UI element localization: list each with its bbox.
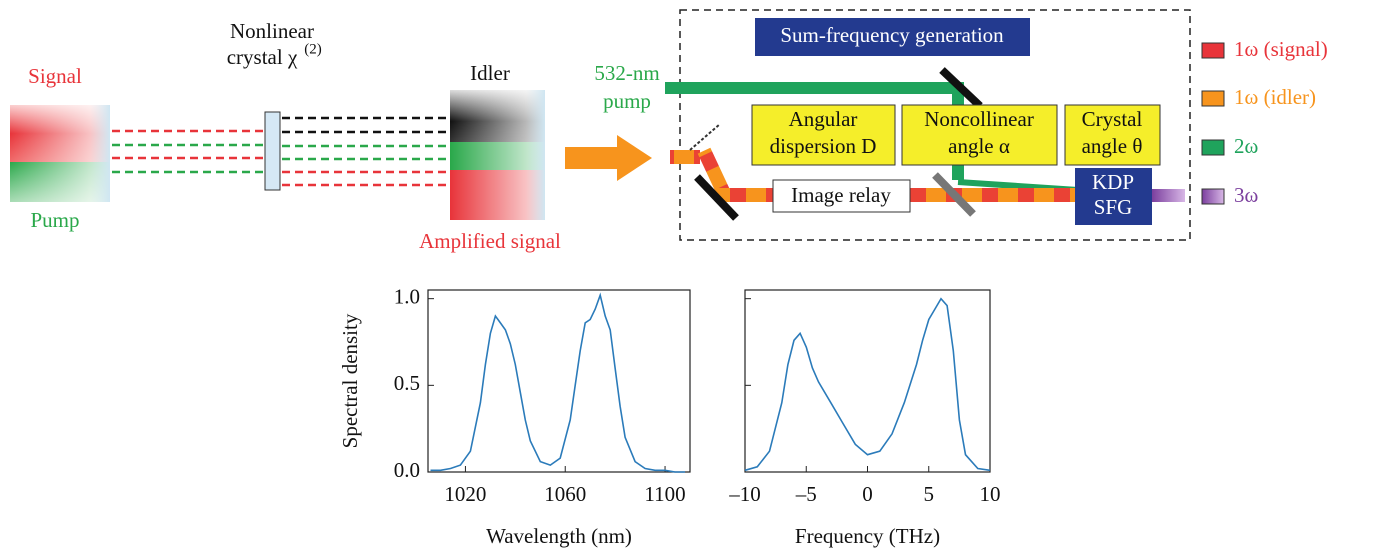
input-beams: [112, 116, 450, 187]
plot-frame: [427, 289, 691, 473]
crystal-angle-label: Crystal: [1082, 107, 1143, 131]
kdp-label: KDP: [1092, 170, 1134, 194]
crystal-label: crystal χ: [227, 45, 298, 69]
noncollinear-label: angle α: [948, 134, 1010, 158]
legend-label: 3ω: [1234, 183, 1258, 207]
beam-splitter: [932, 172, 976, 217]
crystal-angle-label: angle θ: [1082, 134, 1143, 158]
x-tick-label: 1060: [544, 482, 586, 506]
x-tick-label: 0: [862, 482, 873, 506]
legend-swatch: [1201, 90, 1225, 107]
pump-532: pump: [603, 89, 651, 113]
signal-beam: [670, 150, 700, 164]
noncollinear-label: Noncollinear: [924, 107, 1034, 131]
x-tick-label: 10: [980, 482, 1001, 506]
spectrum: [744, 297, 991, 472]
sfg-title-box: [755, 18, 1030, 56]
angular-box: [751, 104, 896, 166]
angular-label: Angular: [789, 107, 858, 131]
x-tick-label: –10: [728, 482, 761, 506]
y-tick-label: 0.5: [394, 371, 420, 395]
mirror: [694, 174, 739, 221]
signal-label: Signal: [28, 64, 82, 88]
pump-532: 532-nm: [594, 61, 659, 85]
y-tick-label: 1.0: [394, 284, 420, 308]
kdp-box: [1075, 168, 1152, 225]
crystal-superscript: (2): [304, 41, 322, 57]
crystal-label: Nonlinear: [230, 19, 314, 43]
legend-swatch: [1201, 139, 1225, 156]
crystal: [264, 111, 281, 191]
beam-fade: [450, 90, 545, 220]
crystal-angle-box: [1064, 104, 1161, 166]
x-axis-label: Wavelength (nm): [486, 524, 632, 548]
kdp-label: SFG: [1094, 195, 1133, 219]
legend-swatch: [1201, 42, 1225, 59]
legend-label: 1ω (idler): [1234, 85, 1316, 109]
x-tick-label: 1020: [444, 482, 486, 506]
3w-beam: [1152, 189, 1185, 202]
grating: [689, 123, 721, 151]
mirror: [939, 67, 983, 109]
spectrum: [430, 292, 685, 473]
x-tick-label: –5: [795, 482, 817, 506]
arrow: [565, 135, 652, 181]
legend-swatch: [1201, 188, 1225, 205]
image-relay-label: Image relay: [791, 183, 891, 207]
legend-label: 2ω: [1234, 134, 1258, 158]
sfg-box: [679, 9, 1191, 241]
signal-beam: [697, 147, 732, 199]
legend-label: 1ω (signal): [1234, 37, 1328, 61]
amplified-label: Amplified signal: [419, 229, 561, 253]
x-axis-label: Frequency (THz): [795, 524, 940, 548]
y-tick-label: 0.0: [394, 458, 420, 482]
angular-label: dispersion D: [770, 134, 877, 158]
noncollinear-box: [901, 104, 1058, 166]
y-axis-label: Spectral density: [338, 313, 362, 448]
x-tick-label: 5: [924, 482, 935, 506]
sfg-title: Sum-frequency generation: [780, 23, 1004, 47]
x-tick-label: 1100: [644, 482, 685, 506]
idler-label: Idler: [470, 61, 510, 85]
pump-label: Pump: [30, 208, 79, 232]
beam-fade: [10, 105, 110, 202]
image-relay-box: [772, 179, 911, 213]
plot-frame: [744, 289, 991, 473]
